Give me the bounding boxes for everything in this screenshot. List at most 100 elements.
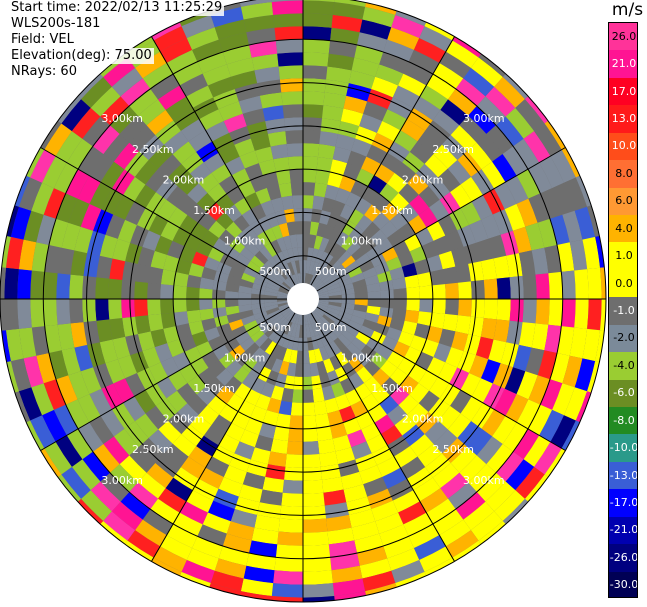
velocity-gate <box>175 323 192 340</box>
velocity-gate <box>354 292 368 299</box>
velocity-gate <box>290 402 303 416</box>
velocity-gate <box>240 1 274 20</box>
velocity-gate <box>226 312 242 324</box>
velocity-gate <box>525 347 545 376</box>
velocity-gate <box>328 40 357 58</box>
velocity-gate <box>317 438 336 454</box>
velocity-gate <box>303 453 321 468</box>
velocity-gate <box>534 441 562 475</box>
velocity-gate <box>103 436 130 465</box>
velocity-gate <box>40 448 62 478</box>
velocity-gate <box>587 205 600 237</box>
velocity-gate <box>347 150 367 169</box>
velocity-gate <box>516 399 541 429</box>
velocity-gate <box>415 163 439 187</box>
velocity-gate <box>426 357 446 377</box>
velocity-gate <box>323 358 335 374</box>
velocity-gate <box>187 203 207 223</box>
velocity-gate <box>413 96 441 121</box>
velocity-gate <box>574 206 596 240</box>
velocity-gate <box>525 222 545 251</box>
velocity-gate <box>332 578 366 597</box>
velocity-gate <box>352 278 367 289</box>
velocity-gate <box>391 308 407 321</box>
colorbar-segment <box>609 379 637 408</box>
velocity-gate <box>257 351 271 367</box>
velocity-gate <box>327 304 342 312</box>
velocity-gate <box>333 337 347 352</box>
velocity-gate <box>334 591 366 601</box>
velocity-gate <box>419 285 433 299</box>
velocity-gate <box>359 558 392 579</box>
velocity-gate <box>314 303 328 310</box>
velocity-gate <box>276 169 291 185</box>
velocity-gate <box>303 402 316 416</box>
velocity-gate <box>329 260 342 273</box>
velocity-gate <box>374 414 395 434</box>
velocity-gate <box>234 138 255 157</box>
velocity-gate <box>250 447 271 465</box>
velocity-gate <box>409 141 434 164</box>
velocity-gate <box>103 511 136 541</box>
velocity-gate <box>155 177 178 200</box>
velocity-gate <box>283 117 303 132</box>
velocity-gate <box>273 156 290 172</box>
velocity-gate <box>150 250 168 270</box>
velocity-gate <box>313 182 328 198</box>
velocity-gate <box>234 441 255 460</box>
velocity-gate <box>241 372 258 389</box>
colorbar-segment <box>609 324 637 354</box>
colorbar-tick-label: -2.0 <box>613 331 635 345</box>
velocity-gate <box>123 396 146 422</box>
velocity-gate <box>202 64 231 86</box>
velocity-gate <box>134 299 149 317</box>
velocity-gate <box>516 169 541 199</box>
velocity-gate <box>160 357 180 377</box>
velocity-gate <box>225 299 239 308</box>
velocity-gate <box>265 307 280 315</box>
velocity-gate <box>303 337 309 351</box>
velocity-gate <box>505 107 535 139</box>
velocity-gate <box>160 535 193 560</box>
velocity-gate <box>455 78 486 106</box>
velocity-gate <box>457 281 472 299</box>
velocity-gate <box>430 269 446 286</box>
velocity-gate <box>160 38 193 63</box>
velocity-gate <box>400 456 426 479</box>
velocity-gate <box>303 169 317 183</box>
velocity-gate <box>214 558 247 579</box>
velocity-gate <box>389 317 405 332</box>
velocity-gate <box>432 463 460 489</box>
velocity-gate <box>251 527 279 545</box>
velocity-gate <box>544 120 566 150</box>
velocity-gate <box>310 277 321 290</box>
velocity-gate <box>419 85 449 110</box>
velocity-gate <box>235 231 251 247</box>
velocity-gate <box>331 321 346 334</box>
velocity-gate <box>311 322 319 337</box>
velocity-gate <box>284 208 295 223</box>
velocity-gate <box>269 311 282 322</box>
velocity-gate <box>218 229 236 246</box>
velocity-gate <box>366 305 381 316</box>
velocity-gate <box>282 479 303 494</box>
velocity-gate <box>129 446 156 473</box>
velocity-gate <box>277 531 303 546</box>
velocity-gate <box>418 390 440 412</box>
velocity-gate <box>492 415 517 445</box>
velocity-gate <box>450 184 472 209</box>
velocity-gate <box>260 321 275 334</box>
velocity-gate <box>380 289 394 299</box>
velocity-gate <box>281 91 303 106</box>
velocity-gate <box>415 411 439 435</box>
velocity-gate <box>313 235 324 250</box>
velocity-gate <box>315 169 330 185</box>
velocity-gate <box>292 195 303 209</box>
velocity-gate <box>548 271 563 299</box>
velocity-gate <box>166 186 188 208</box>
velocity-gate <box>303 13 333 28</box>
velocity-gate <box>234 83 260 102</box>
velocity-gate <box>337 250 352 265</box>
velocity-gate <box>153 26 187 52</box>
velocity-gate <box>351 521 380 541</box>
